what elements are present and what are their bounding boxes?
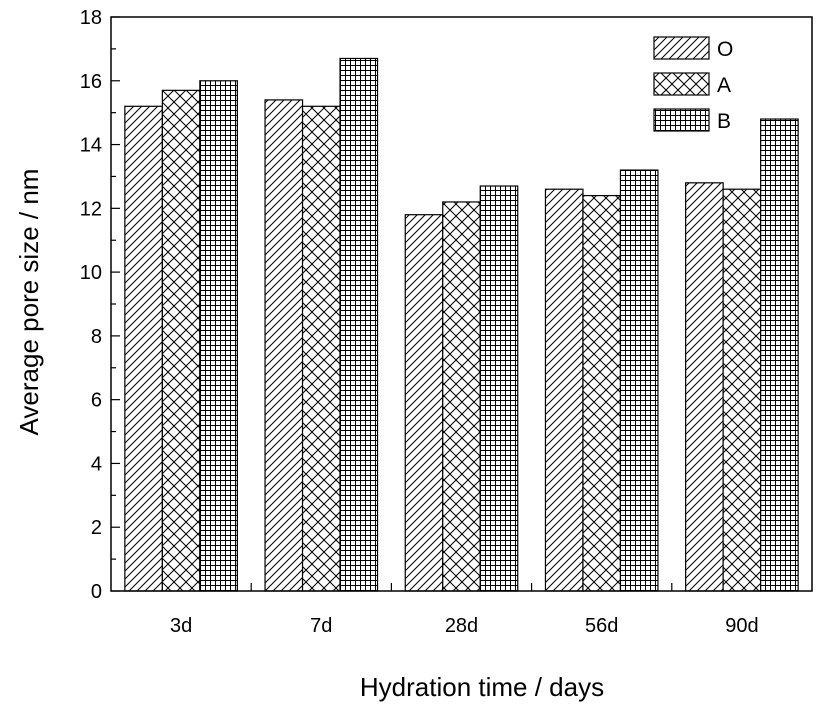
bar-A-7d [301, 105, 341, 592]
legend-swatch-A [653, 72, 710, 96]
bar-B-56d [619, 169, 659, 592]
y-tick-label: 14 [80, 135, 102, 157]
plot-frame [110, 16, 813, 592]
bar-A-56d [582, 194, 622, 592]
bar-O-7d [264, 99, 304, 592]
bar-O-56d [544, 188, 584, 592]
bars-group [124, 57, 799, 592]
x-axis: 3d 7d 28d 56d 90d [170, 583, 759, 637]
bar-B-7d [339, 57, 379, 592]
legend-label-B: B [717, 110, 731, 133]
x-tick-label-56d: 56d [585, 615, 618, 637]
bar-B-90d [760, 118, 799, 592]
bar-A-28d [442, 201, 481, 592]
legend-swatch-B [653, 108, 710, 132]
y-axis-title: Average pore size / nm [14, 169, 44, 436]
y-tick-label: 12 [80, 198, 102, 220]
legend-label-O: O [717, 38, 733, 61]
bar-A-3d [161, 89, 201, 592]
x-tick-label-3d: 3d [170, 615, 192, 637]
bar-B-3d [199, 80, 238, 592]
y-tick-label: 0 [91, 581, 102, 603]
bar-B-28d [479, 185, 519, 592]
y-tick-label: 8 [91, 326, 102, 348]
bar-A-90d [722, 188, 762, 592]
x-tick-label-90d: 90d [725, 615, 758, 637]
legend-label-A: A [717, 74, 731, 97]
y-tick-label: 18 [80, 7, 102, 29]
x-axis-title: Hydration time / days [360, 672, 604, 702]
x-tick-label-28d: 28d [445, 615, 478, 637]
y-tick-label: 2 [91, 517, 102, 539]
bar-O-90d [685, 182, 724, 592]
y-tick-label: 16 [80, 71, 102, 93]
y-tick-label: 4 [91, 453, 102, 475]
legend: OAB [653, 36, 733, 133]
y-axis: 0 2 4 6 8 10 12 14 16 18 [80, 7, 120, 603]
y-tick-label: 10 [80, 262, 102, 284]
x-tick-label-7d: 7d [310, 615, 332, 637]
y-tick-label: 6 [91, 390, 102, 412]
bar-O-28d [404, 214, 444, 592]
bar-O-3d [124, 105, 163, 592]
legend-swatch-O [653, 36, 710, 60]
